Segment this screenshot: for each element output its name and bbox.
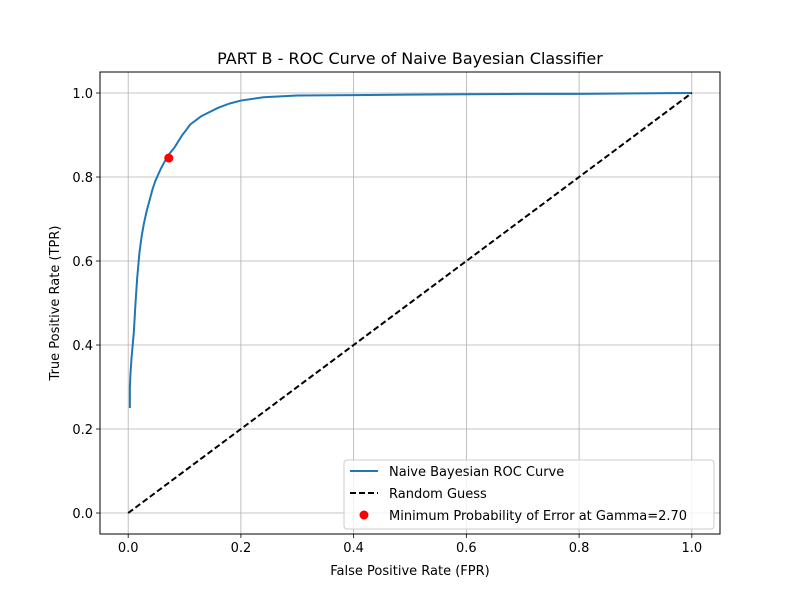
y-tick-label: 1.0 [72, 87, 93, 102]
roc-curve-line [128, 92, 692, 408]
legend-label-random: Random Guess [389, 487, 487, 502]
x-tick-label: 0.8 [569, 541, 590, 556]
x-axis-label: False Positive Rate (FPR) [330, 564, 489, 579]
chart-title: PART B - ROC Curve of Naive Bayesian Cla… [217, 49, 603, 68]
plot-frame [99, 71, 721, 535]
min-error-marker [164, 153, 174, 163]
y-axis-ticks: 0.0 0.2 0.4 0.6 0.8 1.0 [72, 87, 100, 522]
legend-box [343, 459, 715, 530]
y-tick-label: 0.6 [72, 255, 93, 270]
y-tick-label: 0.8 [72, 171, 93, 186]
y-tick-label: 0.0 [72, 507, 93, 522]
random-guess-line [127, 92, 693, 514]
x-tick-label: 1.0 [681, 541, 702, 556]
x-tick-label: 0.6 [456, 541, 477, 556]
x-tick-label: 0.4 [343, 541, 364, 556]
x-tick-label: 0.0 [118, 541, 139, 556]
legend-label-marker: Minimum Probability of Error at Gamma=2.… [389, 509, 687, 524]
legend: Naive Bayesian ROC Curve Random Guess Mi… [343, 459, 715, 530]
legend-label-roc: Naive Bayesian ROC Curve [389, 465, 564, 480]
y-axis-label: True Positive Rate (TPR) [48, 226, 63, 382]
y-tick-label: 0.2 [72, 423, 93, 438]
x-axis-ticks: 0.0 0.2 0.4 0.6 0.8 1.0 [118, 534, 702, 556]
y-tick-label: 0.4 [72, 339, 93, 354]
legend-swatch-marker [359, 510, 369, 520]
x-tick-label: 0.2 [231, 541, 252, 556]
series-layer [127, 92, 693, 514]
